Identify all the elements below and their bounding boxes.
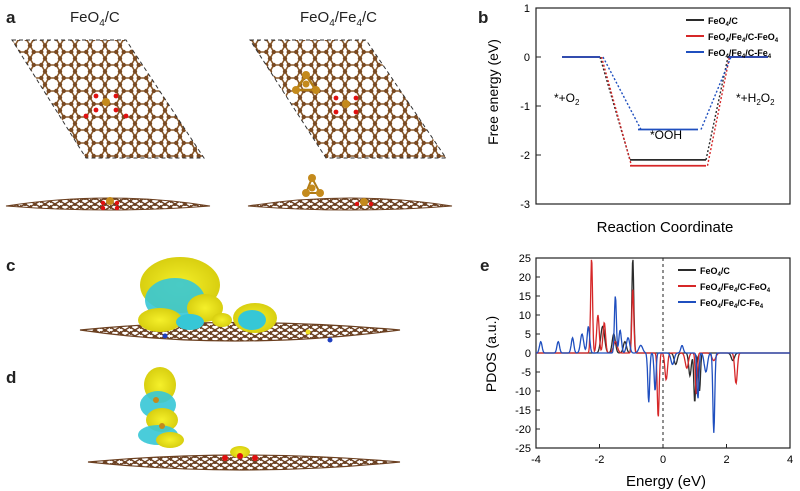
- feo4-fe4-c-side-view: [247, 174, 453, 211]
- panel-label-c: c: [6, 256, 16, 275]
- e-ytick-label: 10: [519, 310, 531, 322]
- b-state-o2: *+O2: [554, 91, 580, 107]
- b-state-h2o2: *+H2O2: [736, 91, 775, 107]
- b-legend-feo4-c: FeO4/C: [708, 16, 738, 28]
- e-ytick-label: -25: [515, 443, 531, 455]
- b-ytick-label: 1: [524, 3, 530, 15]
- b-state-ooh: *OOH: [650, 128, 682, 142]
- panel-label-e: e: [480, 256, 490, 275]
- b-ytick-label: -2: [520, 150, 530, 162]
- charge-density-d: [87, 367, 401, 471]
- b-connector-2-1: [700, 56, 732, 130]
- b-ytick-label: 0: [524, 52, 530, 64]
- b-connector-1-1: [706, 56, 731, 166]
- e-ytick-label: 25: [519, 253, 531, 265]
- e-ytick-label: -5: [521, 367, 531, 379]
- e-xtick-label: -2: [595, 454, 605, 466]
- e-legend-feo4-fe4-c-fe4: FeO4/Fe4/C-Fe4: [700, 298, 764, 310]
- b-connector-0-1: [705, 56, 729, 161]
- b-ytick-label: -3: [520, 199, 530, 211]
- e-ytick-label: 15: [519, 291, 531, 303]
- e-xtick-label: -4: [531, 454, 541, 466]
- b-ylabel: Free energy (eV): [485, 39, 501, 145]
- b-ytick-label: -1: [520, 101, 530, 113]
- e-ytick-label: -20: [515, 424, 531, 436]
- b-connector-1-0: [600, 56, 633, 166]
- e-ytick-label: 20: [519, 272, 531, 284]
- e-ytick-label: 5: [525, 329, 531, 341]
- e-xtick-label: 2: [723, 454, 729, 466]
- feo4-c-top-view: [11, 39, 205, 159]
- b-xlabel: Reaction Coordinate: [597, 219, 734, 236]
- structure-title-feo4-fe4-c: FeO4/Fe4/C: [300, 9, 377, 29]
- e-series-2: [536, 296, 790, 433]
- e-ytick-label: -15: [515, 405, 531, 417]
- feo4-fe4-c-top-view: [249, 39, 447, 159]
- e-ytick-label: 0: [525, 348, 531, 360]
- e-xtick-label: 4: [787, 454, 793, 466]
- free-energy-chart: -3 -2 -1 0 1 Free energy (eV) Reaction Coord…: [485, 3, 791, 236]
- panel-label-d: d: [6, 368, 17, 387]
- e-ytick-label: -10: [515, 386, 531, 398]
- e-legend: FeO4/C FeO4/Fe4/C-FeO4 FeO4/Fe4/C-Fe4: [678, 266, 771, 310]
- structure-illustrations: [5, 39, 453, 471]
- charge-density-c: [79, 257, 401, 343]
- panel-label-a: a: [6, 8, 16, 27]
- e-xlabel: Energy (eV): [626, 473, 706, 490]
- fe-atom-icon: [102, 98, 110, 106]
- b-legend-feo4-fe4-c-fe4: FeO4/Fe4/C-Fe4: [708, 48, 772, 60]
- b-legend-feo4-fe4-c-feo4: FeO4/Fe4/C-FeO4: [708, 32, 779, 44]
- e-legend-feo4-c: FeO4/C: [700, 266, 730, 278]
- feo4-c-side-view: [5, 197, 211, 211]
- b-legend: FeO4/C FeO4/Fe4/C-FeO4 FeO4/Fe4/C-Fe4: [686, 16, 779, 60]
- e-ylabel: PDOS (a.u.): [483, 316, 499, 392]
- structure-title-feo4-c: FeO4/C: [70, 9, 120, 29]
- b-connector-2-0: [602, 56, 642, 130]
- e-xtick-label: 0: [660, 454, 666, 466]
- panel-label-b: b: [478, 8, 489, 27]
- e-legend-feo4-fe4-c-feo4: FeO4/Fe4/C-FeO4: [700, 282, 771, 294]
